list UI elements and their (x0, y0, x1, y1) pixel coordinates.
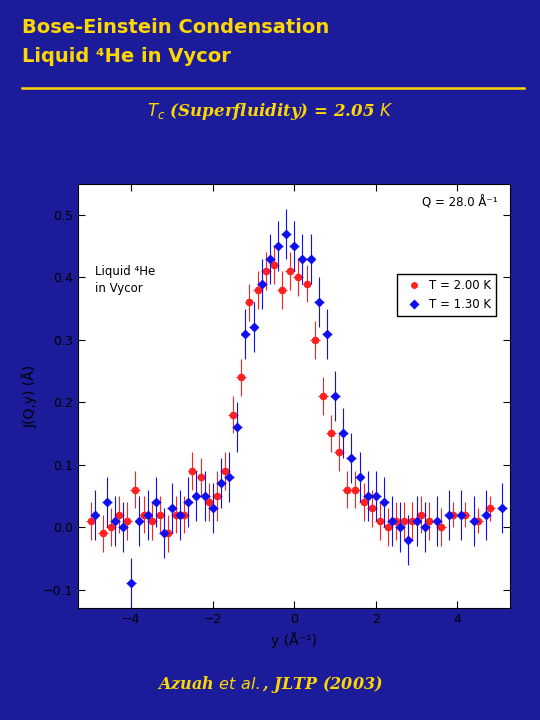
X-axis label: y (Å⁻¹): y (Å⁻¹) (271, 632, 318, 648)
Text: $T_c$ (Superfluidity) = 2.05 $K$: $T_c$ (Superfluidity) = 2.05 $K$ (147, 101, 393, 122)
Text: Liquid ⁴He
in Vycor: Liquid ⁴He in Vycor (94, 265, 155, 294)
Text: Liquid ⁴He in Vycor: Liquid ⁴He in Vycor (22, 47, 231, 66)
Y-axis label: J(Q,y) (Å): J(Q,y) (Å) (22, 364, 37, 428)
Legend: T = 2.00 K, T = 1.30 K: T = 2.00 K, T = 1.30 K (397, 274, 496, 316)
Text: Q = 28.0 Å⁻¹: Q = 28.0 Å⁻¹ (422, 197, 497, 210)
Text: Azuah $et\ al.$, JLTP (2003): Azuah $et\ al.$, JLTP (2003) (157, 674, 383, 695)
Text: Bose-Einstein Condensation: Bose-Einstein Condensation (22, 18, 329, 37)
